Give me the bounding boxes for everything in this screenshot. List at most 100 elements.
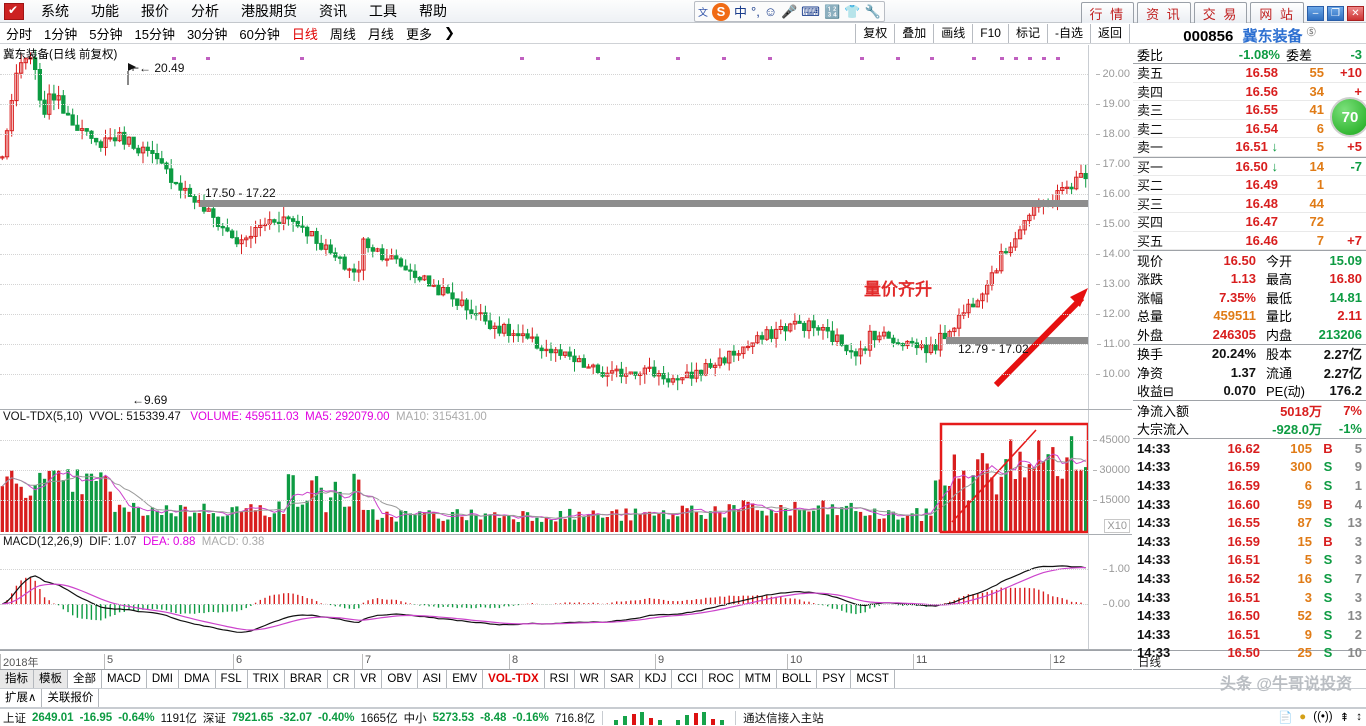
tick-row[interactable]: 14:33 16.60 59 B 4 <box>1133 495 1366 514</box>
bid-level-row[interactable]: 买五 16.46 7 +7 <box>1133 232 1366 250</box>
chevron-right-icon[interactable]: ❯ <box>443 25 455 40</box>
indicator-rsi[interactable]: RSI <box>545 670 575 688</box>
tick-row[interactable]: 14:33 16.55 87 S 13 <box>1133 513 1366 532</box>
sogou-ime-icon[interactable]: S <box>712 2 730 21</box>
period-weekly[interactable]: 周线 <box>329 26 356 42</box>
market-quote-button[interactable]: 行 情 <box>1080 2 1135 25</box>
ask-levels[interactable]: 卖五16.5855+10卖四16.5634+卖三16.5541+卖二16.546… <box>1133 64 1366 157</box>
ime-number-icon[interactable]: 🔢 <box>824 3 841 19</box>
indicator-trix[interactable]: TRIX <box>248 670 285 688</box>
tick-row[interactable]: 14:33 16.50 25 S 10 <box>1133 644 1366 663</box>
tick-row[interactable]: 14:33 16.51 5 S 3 <box>1133 551 1366 570</box>
tool-f10[interactable]: F10 <box>972 24 1008 43</box>
ask-level-row[interactable]: 卖一 16.51 ↓ 5 +5 <box>1133 138 1366 157</box>
ime-skin-icon[interactable]: 👕 <box>844 3 861 19</box>
menu-item-tools[interactable]: 工具 <box>369 3 397 19</box>
tick-list[interactable]: 14:33 16.62 105 B 5 14:33 16.59 300 S 9 14:33 16.59… <box>1133 439 1366 662</box>
indicator-cci[interactable]: CCI <box>672 670 704 688</box>
menu-item-help[interactable]: 帮助 <box>419 3 447 19</box>
ime-microphone-icon[interactable]: 🎤 <box>781 3 798 19</box>
kline-plot[interactable]: ⌐← 20.49 17.50 - 17.22 12.79 - 17.02 量价齐… <box>0 45 1088 409</box>
tool-drawline[interactable]: 画线 <box>933 24 973 43</box>
bid-level-row[interactable]: 买二 16.49 1 <box>1133 176 1366 195</box>
tool-watchlist[interactable]: -自选 <box>1046 24 1090 43</box>
indicator-sar[interactable]: SAR <box>605 670 640 688</box>
menu-item-quote[interactable]: 报价 <box>141 3 169 19</box>
period-60min[interactable]: 60分钟 <box>239 26 280 42</box>
ime-emoji-icon[interactable]: ☺ <box>763 4 778 19</box>
period-daily[interactable]: 日线 <box>291 26 318 42</box>
close-button[interactable]: ✕ <box>1347 6 1364 21</box>
indicator-fsl[interactable]: FSL <box>216 670 248 688</box>
indicator-asi[interactable]: ASI <box>418 670 448 688</box>
arrow-up-icon[interactable]: ↕ <box>1356 711 1362 723</box>
news-button[interactable]: 资 讯 <box>1137 2 1191 25</box>
antenna-icon[interactable]: ⇞ <box>1339 712 1350 724</box>
period-30min[interactable]: 30分钟 <box>186 26 228 42</box>
period-15min[interactable]: 15分钟 <box>134 26 175 42</box>
signal-icon[interactable]: ((•)) <box>1313 711 1333 723</box>
template-menu-button[interactable]: 模板 <box>34 670 68 688</box>
chart-area[interactable]: 冀东装备(日线 前复权) <box>0 45 1132 650</box>
bid-levels[interactable]: 买一 16.50 ↓ 14 -7 买二 16.49 1 买三 16.48 44 买四 16.47 72 买… <box>1133 158 1366 250</box>
trade-button[interactable]: 交 易 <box>1193 2 1248 25</box>
macd-pane[interactable]: MACD(12,26,9) DIF: 1.07 DEA: 0.88 MACD: … <box>0 535 1132 650</box>
ime-chinese-mode-icon[interactable]: 中 <box>734 5 748 20</box>
indicator-all-button[interactable]: 全部 <box>68 670 102 688</box>
bid-level-row[interactable]: 买一 16.50 ↓ 14 -7 <box>1133 158 1366 176</box>
expand-button[interactable]: 扩展∧ <box>0 689 43 707</box>
tick-row[interactable]: 14:33 16.59 15 B 3 <box>1133 532 1366 551</box>
tick-row[interactable]: 14:33 16.59 6 S 1 <box>1133 476 1366 495</box>
indicator-vr[interactable]: VR <box>355 670 383 688</box>
indicator-wr[interactable]: WR <box>575 670 605 688</box>
indicator-cr[interactable]: CR <box>328 670 356 688</box>
linked-quote-button[interactable]: 关联报价 <box>42 689 100 707</box>
ime-settings-icon[interactable]: 🔧 <box>864 3 881 19</box>
tick-row[interactable]: 14:33 16.59 300 S 9 <box>1133 458 1366 477</box>
kline-pane[interactable]: 冀东装备(日线 前复权) <box>0 45 1132 410</box>
tick-row[interactable]: 14:33 16.51 3 S 3 <box>1133 588 1366 607</box>
tool-return[interactable]: 返回 <box>1089 24 1130 43</box>
tool-mark[interactable]: 标记 <box>1007 24 1047 43</box>
volume-plot[interactable] <box>0 410 1088 534</box>
indicator-mtm[interactable]: MTM <box>740 670 777 688</box>
tick-row[interactable]: 14:33 16.51 9 S 2 <box>1133 625 1366 644</box>
tick-row[interactable]: 14:33 16.50 52 S 13 <box>1133 606 1366 625</box>
period-intraday[interactable]: 分时 <box>6 26 33 42</box>
ime-keyboard-icon[interactable]: ⌨ <box>801 3 821 19</box>
menu-item-hk-futures[interactable]: 港股期货 <box>241 3 297 19</box>
indicator-emv[interactable]: EMV <box>447 670 484 688</box>
menu-item-function[interactable]: 功能 <box>91 3 119 19</box>
indicator-brar[interactable]: BRAR <box>285 670 328 688</box>
ime-toolbar[interactable]: 文 S 中 °, ☺ 🎤 ⌨ 🔢 👕 🔧 <box>694 1 885 22</box>
indicator-macd[interactable]: MACD <box>102 670 147 688</box>
website-button[interactable]: 网 站 <box>1250 2 1304 25</box>
indicator-mcst[interactable]: MCST <box>851 670 895 688</box>
indicator-kdj[interactable]: KDJ <box>640 670 673 688</box>
indicator-psy[interactable]: PSY <box>817 670 852 688</box>
indicator-dmi[interactable]: DMI <box>147 670 179 688</box>
coin-icon[interactable]: ● <box>1299 711 1307 723</box>
period-5min[interactable]: 5分钟 <box>89 26 123 42</box>
minimize-button[interactable]: – <box>1307 6 1324 21</box>
tool-overlay[interactable]: 叠加 <box>894 24 934 43</box>
menu-item-system[interactable]: 系统 <box>41 3 69 19</box>
indicator-dma[interactable]: DMA <box>179 670 216 688</box>
volume-pane[interactable]: VOL-TDX(5,10) VVOL: 515339.47 VOLUME: 45… <box>0 410 1132 535</box>
indicator-menu-button[interactable]: 指标 <box>0 670 34 688</box>
period-more[interactable]: 更多 <box>405 26 432 42</box>
menu-item-analysis[interactable]: 分析 <box>191 3 219 19</box>
document-icon[interactable]: 📄 <box>1277 712 1293 724</box>
bid-level-row[interactable]: 买三 16.48 44 <box>1133 195 1366 213</box>
bid-level-row[interactable]: 买四 16.47 72 <box>1133 213 1366 232</box>
indicator-roc[interactable]: ROC <box>703 670 740 688</box>
score-badge[interactable]: 70 <box>1330 97 1366 137</box>
macd-plot[interactable] <box>0 535 1088 649</box>
tool-adjust[interactable]: 复权 <box>855 24 895 43</box>
restore-button[interactable]: ❐ <box>1327 6 1344 21</box>
ask-level-row[interactable]: 卖四 16.56 34 + <box>1133 83 1366 101</box>
tick-row[interactable]: 14:33 16.52 16 S 7 <box>1133 569 1366 588</box>
ask-level-row[interactable]: 卖五 16.58 55 +10 <box>1133 64 1366 83</box>
indicator-vol-tdx[interactable]: VOL-TDX <box>483 670 545 688</box>
indicator-obv[interactable]: OBV <box>382 670 418 688</box>
